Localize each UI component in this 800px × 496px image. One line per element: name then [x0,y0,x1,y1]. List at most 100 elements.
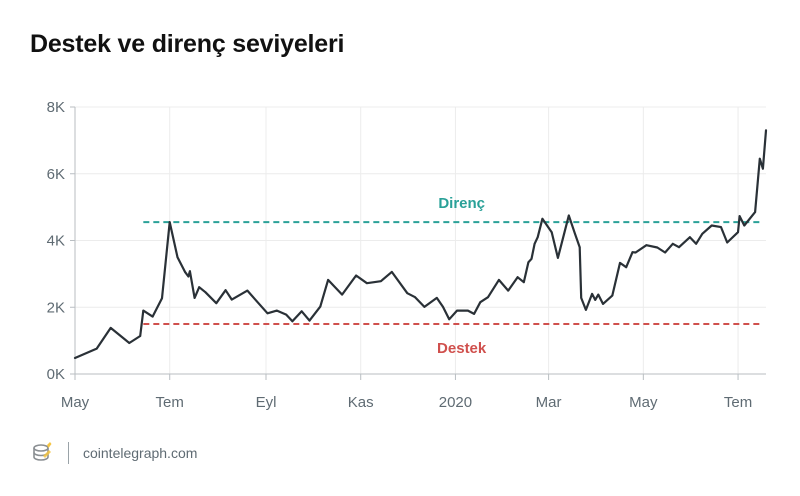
x-tick-label: May [61,394,90,411]
data-point [550,231,553,234]
data-point [300,310,303,313]
data-point [215,302,218,305]
data-point [423,306,426,308]
data-point [246,289,249,292]
data-point [563,232,565,235]
x-tick-label: Kas [348,394,374,411]
level-annotations: Direnç Destek [143,195,760,357]
data-point [128,342,131,344]
data-point [738,215,741,218]
data-point [619,262,621,264]
data-point [678,246,680,249]
data-point [176,256,179,259]
y-tick-label: 0K [47,366,65,383]
gridlines [74,106,766,374]
data-point [230,298,233,301]
chart-title: Destek ve direnç seviyeleri [30,30,345,58]
data-point [737,231,739,234]
data-point [701,232,704,235]
data-point [522,281,525,284]
data-point [533,242,536,245]
data-point [567,214,570,217]
data-point [594,299,597,301]
data-point [255,300,258,303]
data-point [189,270,191,273]
data-point [456,309,458,312]
data-point [726,241,729,244]
data-point [591,293,593,295]
data-point [168,221,171,224]
cointelegraph-logo-icon [30,440,56,466]
footer-branding: cointelegraph.com [30,440,197,466]
data-point [380,280,382,283]
series [73,129,768,360]
data-point [631,251,634,254]
data-point [95,347,98,350]
data-point [187,275,190,278]
data-point [487,296,489,299]
data-point [414,296,416,299]
data-point [435,297,438,299]
data-point [602,303,604,305]
x-tick-label: May [629,394,658,411]
data-point [285,313,288,316]
data-point [585,309,587,311]
data-point [184,271,187,274]
data-point [720,226,722,229]
data-point [109,327,112,329]
data-point [390,271,393,273]
data-point [574,232,576,235]
data-point [762,167,764,170]
data-point [276,309,278,312]
data-point [527,261,530,264]
data-point [406,292,409,295]
data-point [366,282,368,285]
support-label: Destek [437,340,487,357]
data-point [291,320,294,323]
data-point [355,274,357,277]
data-point [319,305,322,308]
data-point [541,217,544,220]
data-point [597,293,600,296]
data-point [689,236,691,239]
data-point [580,297,583,299]
data-point [645,244,648,247]
footer-brand-text: cointelegraph.com [83,445,198,461]
data-point [467,309,469,312]
data-point [327,279,329,281]
data-point [710,224,713,227]
x-tick-label: Tem [724,394,752,411]
data-point [341,293,343,296]
y-tick-label: 8K [47,99,65,116]
data-point [634,251,637,254]
x-axis-ticks: May Tem Eyl Kas 2020 Mar May Tem [61,374,752,411]
data-point [224,289,227,292]
data-point [498,279,500,281]
y-tick-label: 2K [47,299,65,316]
data-point [308,319,311,322]
data-point [139,335,142,337]
data-point [664,251,666,254]
resistance-label: Direnç [438,195,485,212]
data-point [473,313,475,315]
data-point [193,297,196,299]
data-point [754,211,756,214]
data-point [536,236,539,239]
data-point [656,246,659,249]
y-axis-ticks: 0K 2K 4K 6K 8K [47,99,75,383]
data-point [516,276,519,279]
data-point [142,309,145,312]
data-point [266,312,269,315]
footer-divider [68,442,69,464]
data-point [161,297,163,300]
data-point [743,224,746,227]
data-point [198,286,201,289]
data-point [625,266,628,269]
x-tick-label: Mar [536,394,562,411]
y-tick-label: 6K [47,166,65,183]
data-point [442,306,444,308]
y-tick-label: 4K [47,233,65,250]
x-tick-label: 2020 [439,394,472,411]
data-point [758,157,761,160]
